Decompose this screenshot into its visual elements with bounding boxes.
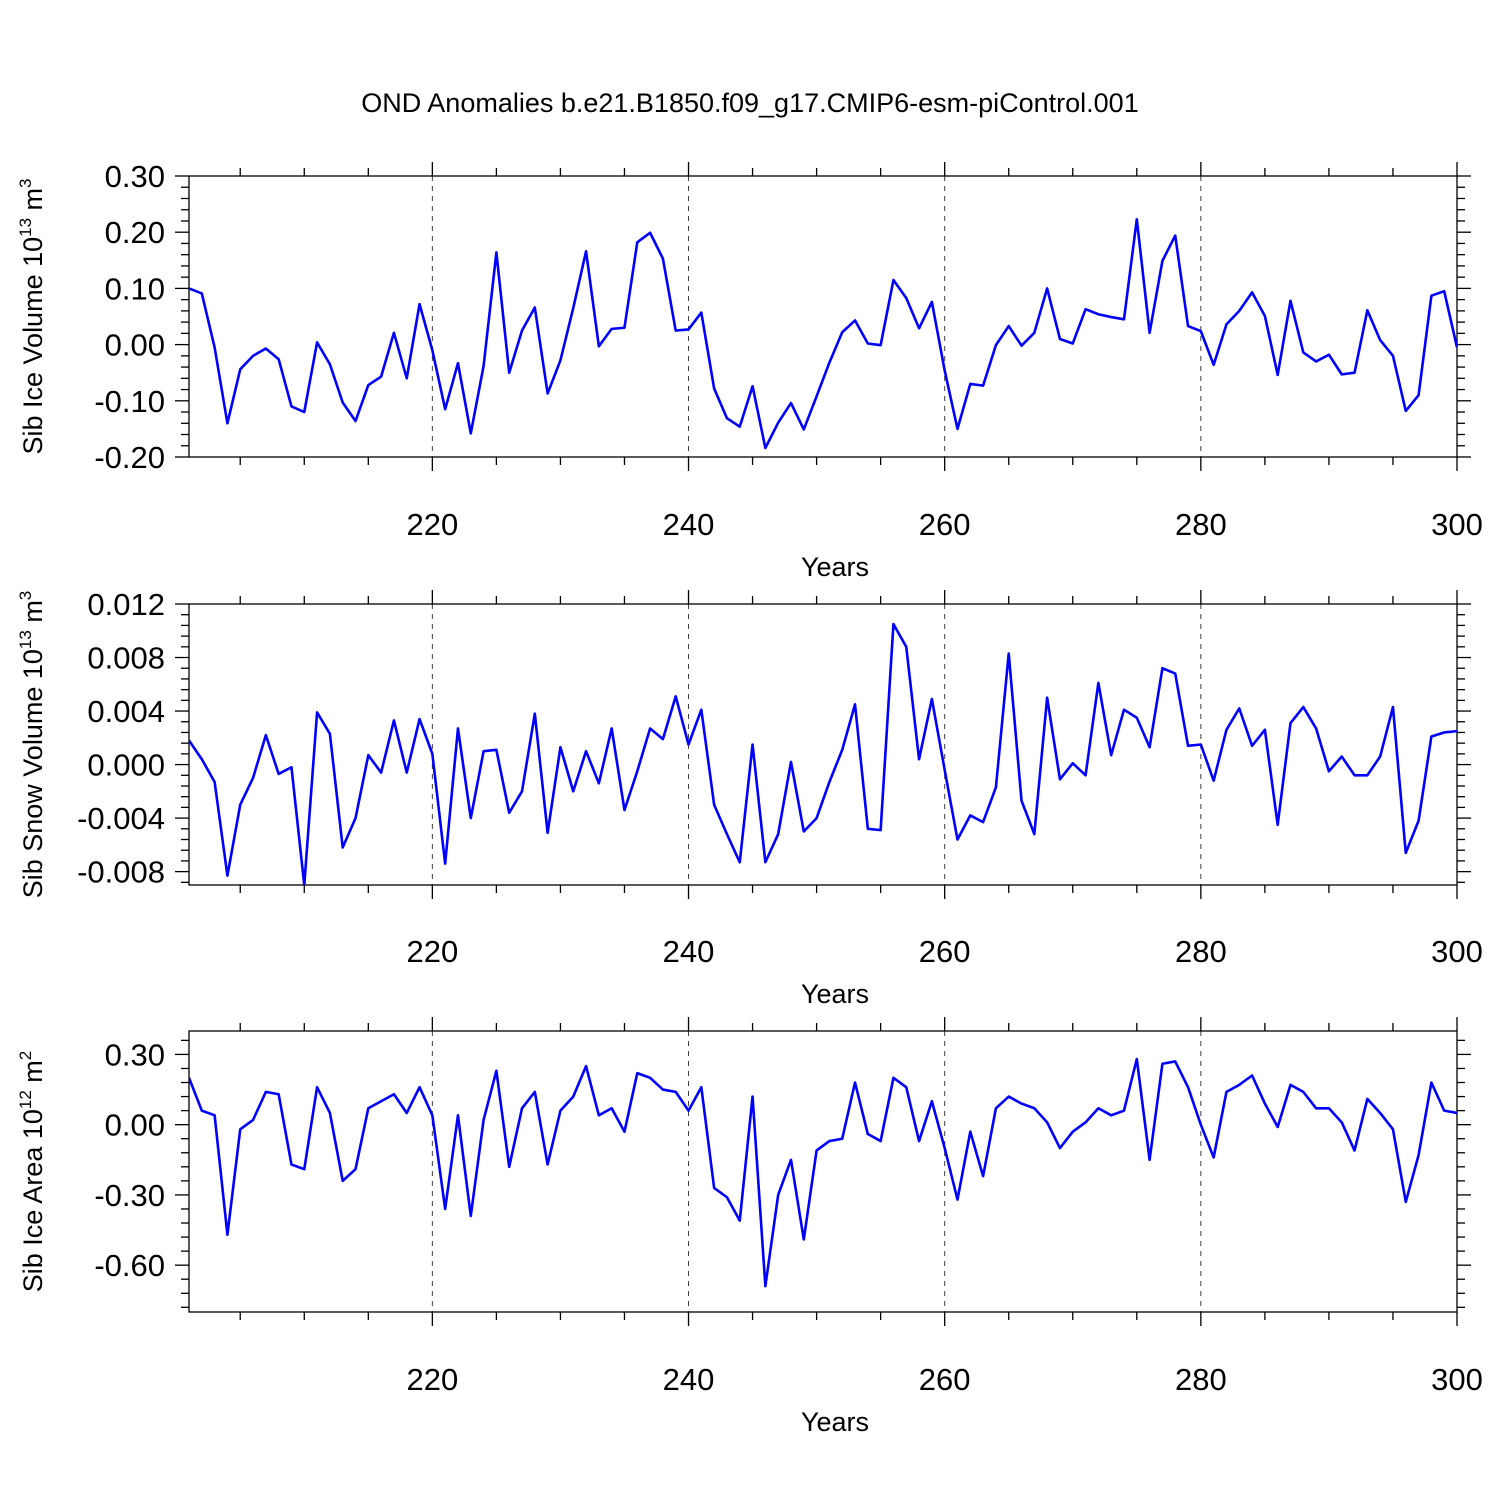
y-axis-label-unit: m [18, 1060, 48, 1090]
panel-1: -0.20 -0.10 0.00 0.10 0.20 0.30 220 240 260 280 30… [16, 159, 1483, 582]
y-tick-label: 0.20 [105, 215, 165, 250]
y-axis-label-unit-exponent: 2 [16, 1051, 35, 1060]
y-tick-label: 0.10 [105, 271, 165, 306]
x-axis-label: Years [801, 979, 869, 1009]
series-line [189, 1057, 1457, 1288]
y-axis-label-text: Sib Ice Area 10 [18, 1109, 48, 1292]
y-axis-label: Sib Ice Volume 1013 m3 [16, 178, 48, 454]
y-tick-label: -0.30 [94, 1178, 165, 1213]
y-axis-label-unit-exponent: 3 [16, 591, 35, 600]
x-tick-label: 220 [406, 507, 458, 542]
x-tick-label: 300 [1431, 1362, 1483, 1397]
y-tick-label: 0.00 [105, 1108, 165, 1143]
x-tick-label: 280 [1175, 507, 1227, 542]
x-tick-label: 240 [663, 1362, 715, 1397]
y-tick-label: -0.10 [94, 384, 165, 419]
panel-2: -0.008 -0.004 0.000 0.004 0.008 0.012 220 240 26… [16, 587, 1483, 1009]
y-axis-label-unit: m [18, 188, 48, 218]
y-tick-label: 0.00 [105, 328, 165, 363]
x-tick-label: 260 [919, 934, 971, 969]
x-tick-label: 260 [919, 1362, 971, 1397]
y-axis-label: Sib Ice Area 1012 m2 [16, 1051, 48, 1293]
y-tick-label: -0.20 [94, 440, 165, 475]
x-axis-label: Years [801, 552, 869, 582]
y-axis-label-text: Sib Ice Volume 10 [18, 237, 48, 455]
x-tick-label: 300 [1431, 507, 1483, 542]
x-tick-label: 280 [1175, 1362, 1227, 1397]
y-axis-label-exponent: 13 [16, 630, 35, 649]
y-tick-label: -0.004 [77, 801, 165, 836]
y-tick-label: -0.008 [77, 855, 165, 890]
x-axis-label: Years [801, 1407, 869, 1437]
y-tick-label: 0.004 [87, 694, 165, 729]
plot-frame [188, 175, 1458, 458]
plot-frame [188, 1030, 1458, 1313]
x-tick-label: 240 [663, 507, 715, 542]
y-tick-label: 0.30 [105, 1037, 165, 1072]
series-line [189, 622, 1457, 885]
y-axis-label-exponent: 13 [16, 218, 35, 237]
y-axis-label-exponent: 12 [16, 1090, 35, 1109]
y-tick-label: 0.000 [87, 748, 165, 783]
y-axis-label-unit: m [18, 600, 48, 630]
series-line [189, 217, 1457, 450]
x-tick-label: 280 [1175, 934, 1227, 969]
plot-frame [188, 603, 1458, 886]
y-axis-label-text: Sib Snow Volume 10 [18, 649, 48, 898]
y-tick-label: 0.008 [87, 641, 165, 676]
x-tick-label: 240 [663, 934, 715, 969]
chart-title: OND Anomalies b.e21.B1850.f09_g17.CMIP6-… [361, 88, 1138, 118]
y-tick-label: 0.30 [105, 159, 165, 194]
panel-3: -0.60 -0.30 0.00 0.30 220 240 260 280 300 Years Si… [16, 1017, 1483, 1437]
x-tick-label: 220 [406, 934, 458, 969]
y-tick-label: -0.60 [94, 1248, 165, 1283]
y-axis-label-unit-exponent: 3 [16, 178, 35, 187]
x-tick-label: 220 [406, 1362, 458, 1397]
x-tick-label: 260 [919, 507, 971, 542]
x-tick-label: 300 [1431, 934, 1483, 969]
y-axis-label: Sib Snow Volume 1013 m3 [16, 591, 48, 899]
y-tick-label: 0.012 [87, 587, 165, 622]
